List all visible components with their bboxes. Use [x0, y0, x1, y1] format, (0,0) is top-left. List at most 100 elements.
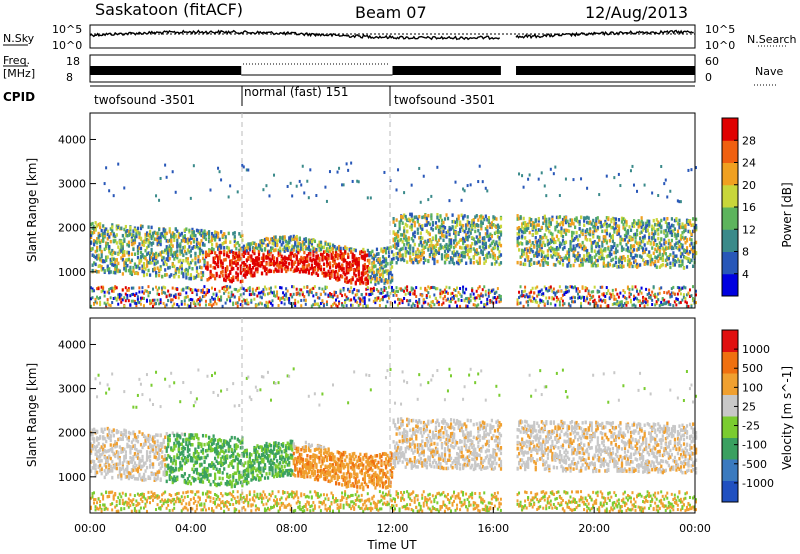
heat-cell [586, 287, 589, 291]
heat-cell [398, 227, 401, 231]
heat-cell [375, 258, 379, 263]
heat-cell [468, 220, 471, 225]
heat-cell [209, 299, 212, 303]
heat-cell [693, 300, 696, 304]
heat-cell [628, 249, 631, 254]
heat-cell [660, 237, 663, 241]
heat-cell [357, 272, 360, 277]
heat-cell [540, 225, 543, 230]
heat-cell [563, 292, 566, 296]
heat-cell [632, 183, 635, 187]
heat-cell [262, 241, 265, 245]
heat-cell [434, 287, 437, 291]
heat-cell [540, 252, 543, 257]
heat-cell [239, 247, 242, 251]
heat-cell [145, 272, 149, 277]
heat-cell [400, 287, 403, 291]
heat-cell [333, 275, 336, 279]
heat-cell [236, 301, 239, 305]
heat-cell [681, 235, 684, 240]
heat-cell [207, 253, 211, 258]
heat-cell [564, 232, 568, 236]
heat-cell [533, 291, 536, 295]
heat-cell [676, 297, 679, 301]
heat-cell [91, 221, 94, 226]
heat-cell [611, 245, 615, 249]
heat-cell [645, 301, 648, 305]
heat-cell [133, 301, 136, 305]
heat-cell [554, 165, 557, 169]
heat-cell [230, 261, 233, 265]
heat-cell [217, 247, 220, 251]
heat-cell [631, 249, 634, 254]
heat-cell [327, 293, 330, 297]
heat-cell [256, 246, 259, 251]
heat-cell [96, 270, 99, 274]
heat-cell [279, 286, 282, 290]
heat-cell [102, 289, 105, 293]
heat-cell [664, 302, 667, 306]
heat-cell [386, 293, 389, 297]
heat-cell [492, 251, 495, 256]
heat-cell [207, 277, 211, 281]
heat-cell [481, 236, 484, 241]
heat-cell [549, 285, 552, 289]
heat-cell [309, 288, 312, 292]
heat-cell [669, 293, 672, 297]
heat-cell [655, 300, 658, 304]
heat-cell [654, 231, 657, 236]
heat-cell [145, 289, 148, 293]
heat-cell [292, 237, 295, 241]
heat-cell [259, 291, 262, 295]
heat-cell [537, 304, 540, 308]
heat-cell [617, 295, 620, 299]
heat-cell [489, 298, 492, 302]
heat-cell [469, 183, 472, 187]
heat-cell [109, 303, 112, 307]
nsearch-tick-bottom: 10^0 [705, 39, 735, 52]
heat-cell [307, 247, 310, 252]
heat-cell [572, 300, 575, 304]
heat-cell [201, 290, 204, 294]
heat-cell [164, 286, 167, 290]
heat-cell [599, 304, 602, 308]
heat-cell [675, 254, 678, 258]
heat-cell [223, 240, 226, 245]
heat-cell [94, 221, 97, 225]
heat-cell [654, 292, 657, 296]
heat-cell [695, 227, 698, 232]
heat-cell [642, 295, 645, 299]
heat-cell [629, 253, 633, 258]
heat-cell [300, 288, 303, 292]
heat-cell [649, 254, 652, 258]
heat-cell [558, 261, 562, 265]
heat-cell [310, 259, 314, 263]
heat-cell [375, 272, 379, 276]
heat-cell [165, 239, 168, 243]
heat-cell [206, 278, 209, 282]
heat-cell [191, 236, 194, 240]
heat-cell [375, 247, 379, 252]
heat-cell [338, 262, 341, 266]
heat-cell [418, 214, 421, 219]
heat-cell [525, 241, 528, 246]
heat-cell [335, 276, 338, 281]
heat-cell [254, 262, 258, 266]
heat-cell [619, 235, 622, 239]
heat-cell [253, 297, 256, 301]
heat-cell [383, 270, 386, 274]
heat-cell [643, 262, 646, 266]
heat-cell [561, 303, 564, 307]
heat-cell [400, 253, 403, 258]
heat-cell [330, 295, 333, 299]
heat-cell [220, 178, 223, 182]
heat-cell [108, 250, 111, 254]
heat-cell [524, 236, 527, 240]
heat-cell [540, 245, 543, 250]
heat-cell [304, 298, 307, 302]
heat-cell [94, 255, 97, 260]
heat-cell [561, 222, 565, 227]
heat-cell [589, 238, 592, 242]
heat-cell [338, 277, 341, 281]
heat-cell [345, 265, 348, 269]
